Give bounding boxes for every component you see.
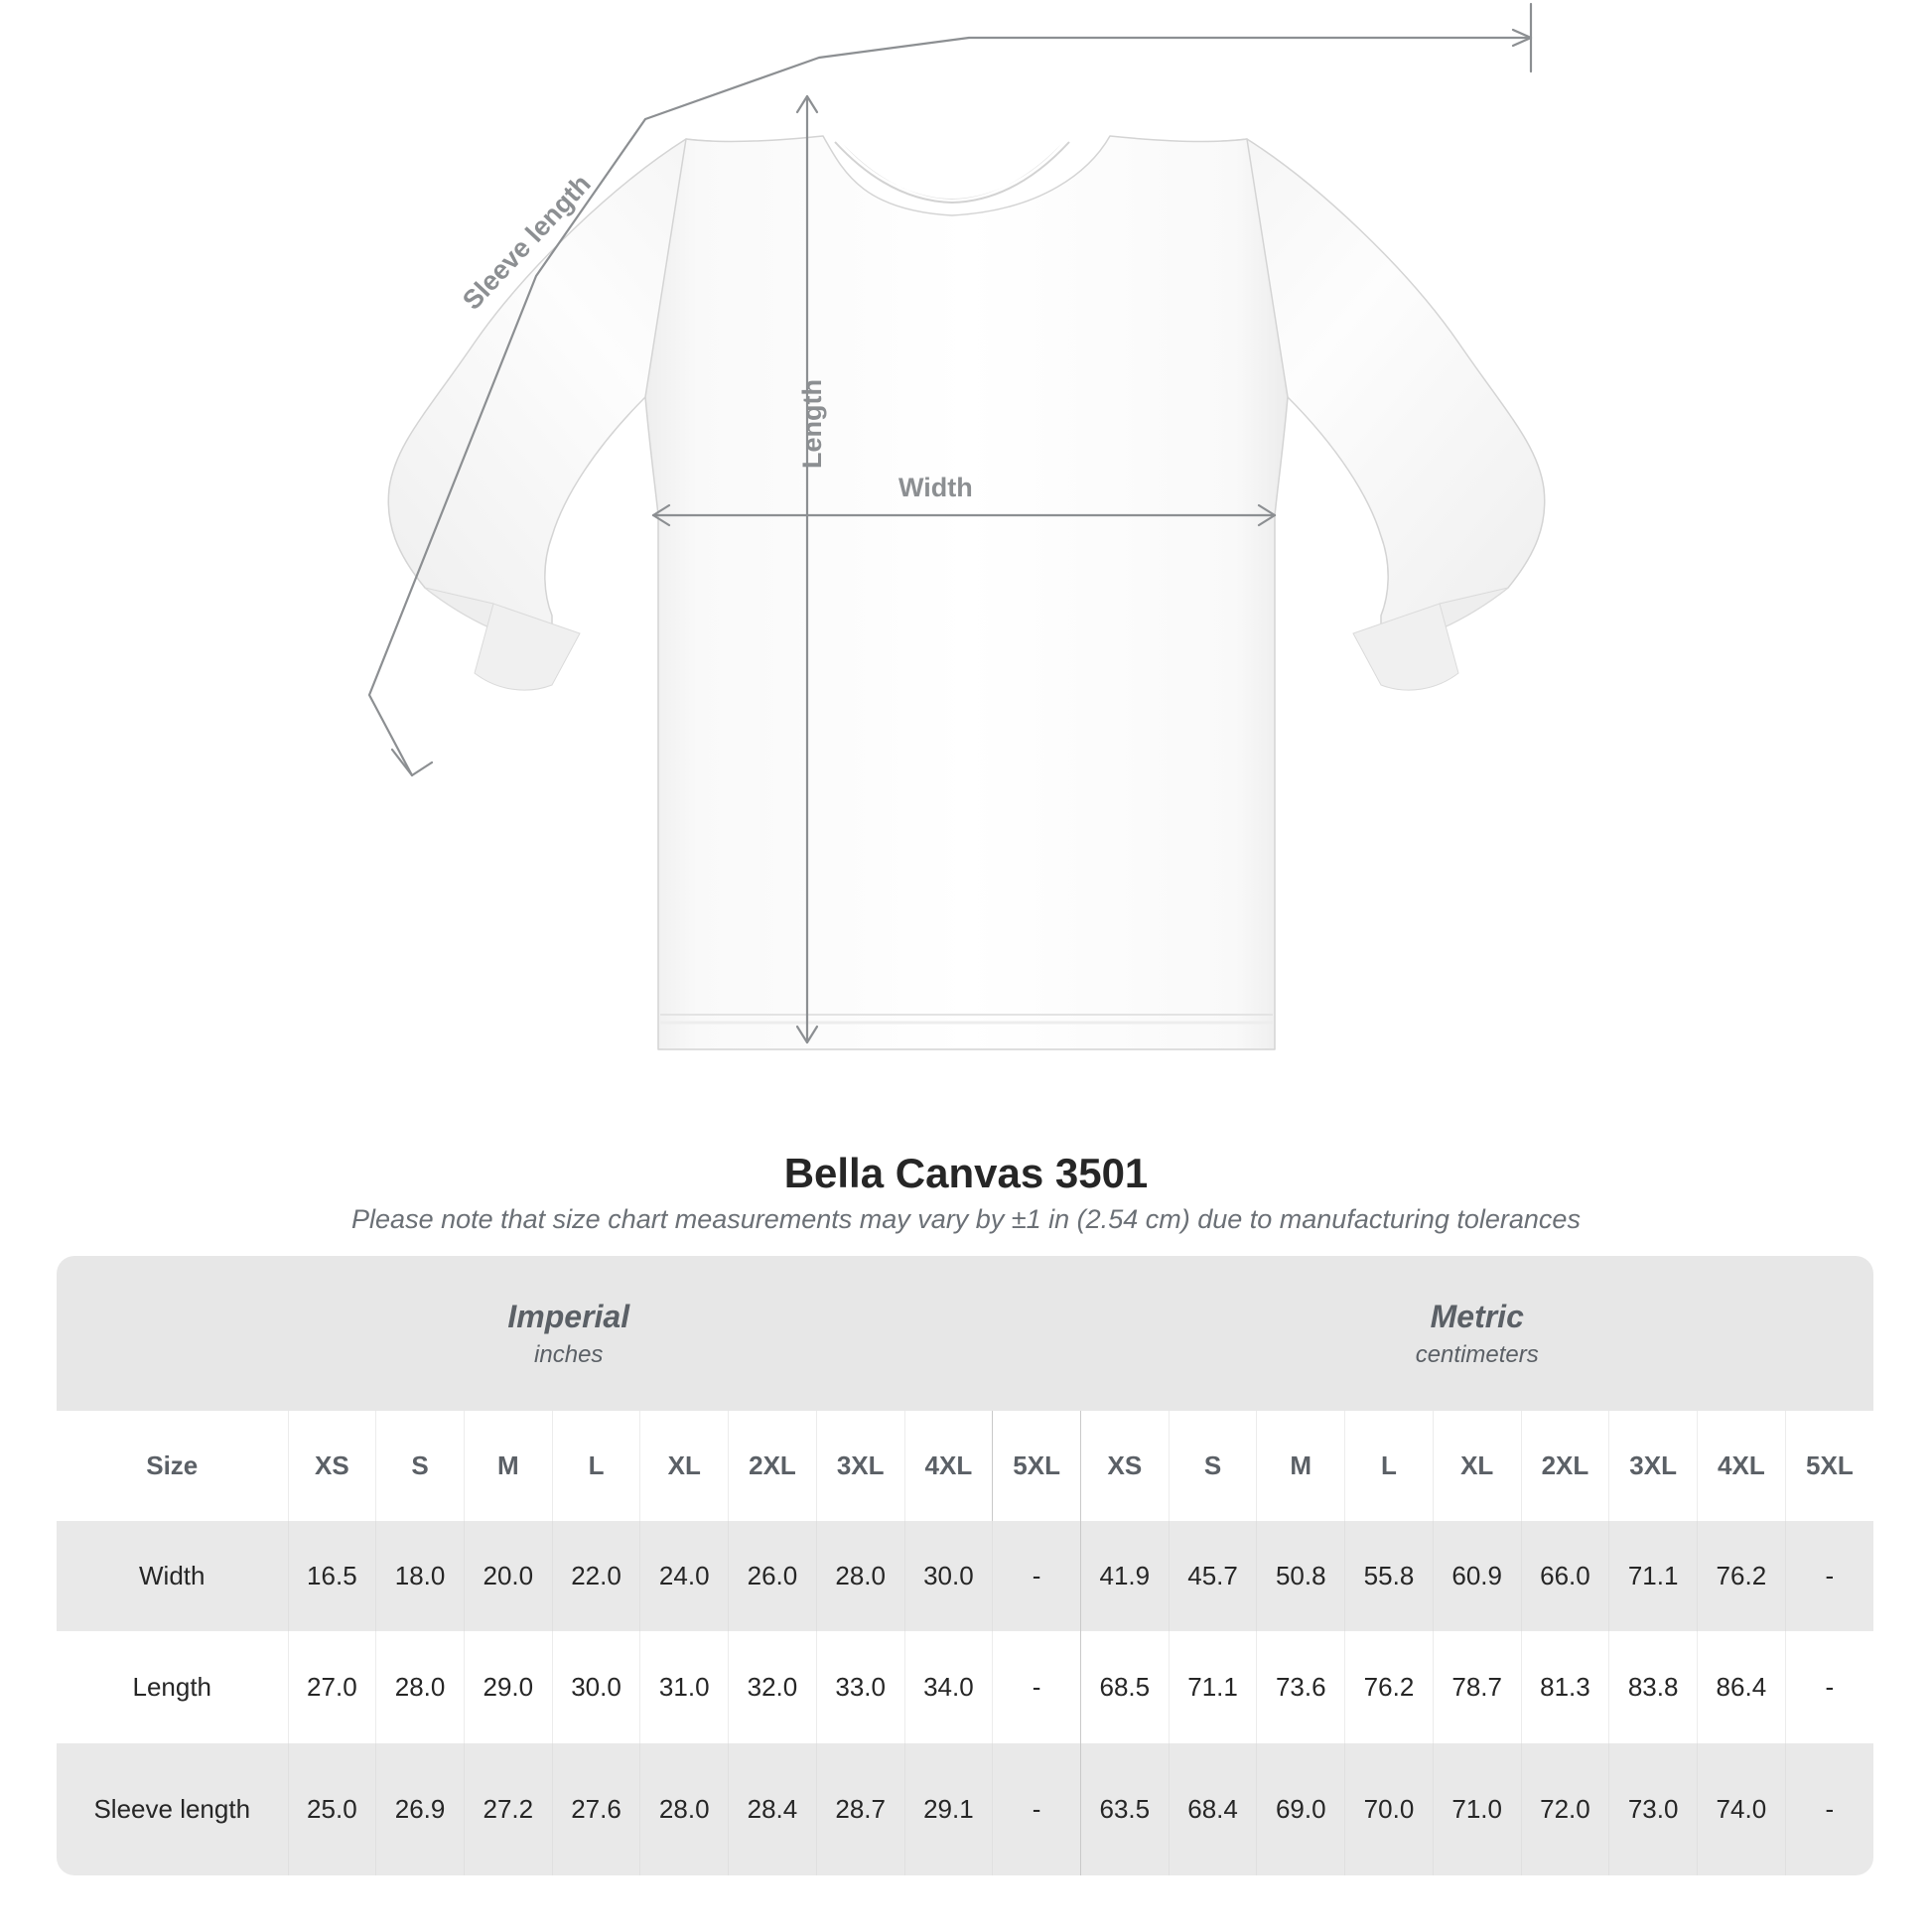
svg-text:Length: Length — [797, 379, 827, 469]
svg-text:Width: Width — [898, 473, 973, 502]
